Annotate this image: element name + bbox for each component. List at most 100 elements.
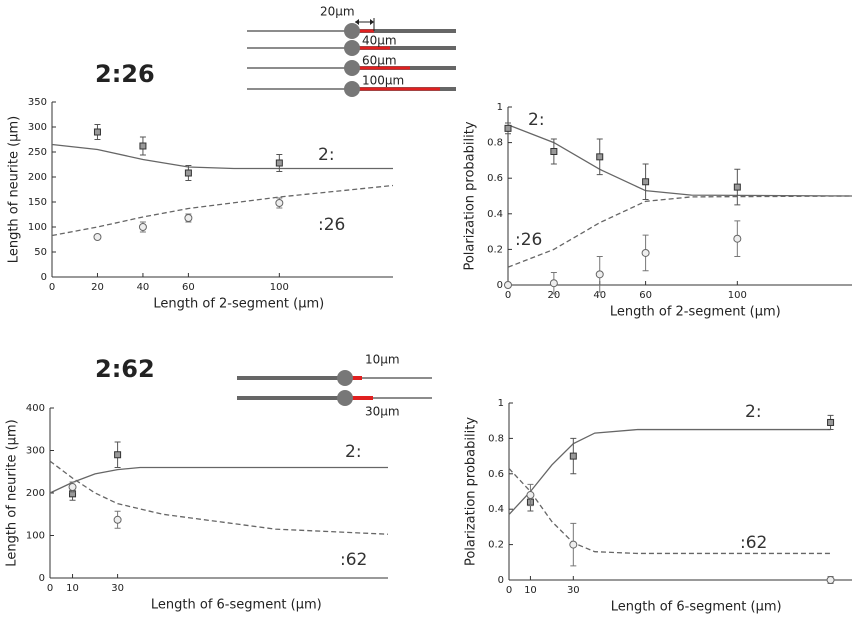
fit-curve: [51, 184, 394, 237]
y-tick-label: 400: [26, 403, 45, 414]
x-tick-label: 20: [547, 290, 560, 301]
data-point: [184, 214, 193, 222]
x-axis-label: Length of 6-segment (µm): [611, 600, 782, 615]
data-point: [275, 159, 283, 167]
data-point: [526, 491, 535, 500]
fit-curve: [508, 468, 831, 555]
y-tick-label: 0.4: [488, 504, 504, 515]
data-point: [549, 279, 558, 288]
data-point: [114, 451, 122, 459]
x-tick-label: 10: [66, 583, 79, 594]
y-tick-label: 100: [28, 222, 47, 233]
data-point: [569, 540, 578, 549]
x-tick-label: 60: [182, 282, 195, 293]
data-point: [184, 169, 192, 177]
data-point: [68, 483, 77, 492]
data-point: [550, 148, 558, 155]
y-axis-label: Polarization probability: [463, 121, 478, 270]
section-title: 2:62: [95, 355, 155, 383]
curve-label: :26: [318, 215, 345, 235]
y-tick-label: 0.6: [488, 469, 504, 480]
data-point: [93, 128, 101, 136]
x-tick-label: 0: [505, 290, 511, 301]
y-tick-label: 1: [497, 102, 503, 113]
fit-curve: [51, 143, 393, 170]
x-axis-label: Length of 6-segment (µm): [151, 598, 322, 613]
y-axis-label: Polarization probability: [464, 417, 479, 566]
diagram-bottom: [237, 370, 432, 406]
x-axis-label: Length of 2-segment (µm): [610, 305, 781, 320]
x-tick-label: 0: [49, 282, 55, 293]
data-point: [733, 183, 741, 191]
diagram-label: 60µm: [362, 54, 397, 68]
diagram-top: [247, 18, 456, 97]
y-tick-label: 300: [26, 446, 45, 457]
diagram-label: 40µm: [362, 34, 397, 48]
data-point: [641, 248, 650, 257]
curve-label: 2:: [745, 402, 762, 422]
y-tick-label: 0.4: [487, 209, 503, 220]
y-tick-label: 0.8: [488, 433, 504, 444]
y-axis-label: Length of neurite (µm): [7, 116, 22, 263]
data-point: [504, 281, 512, 289]
diagram-label: 20µm: [320, 5, 355, 19]
y-axis-label: Length of neurite (µm): [5, 419, 20, 566]
x-tick-label: 100: [270, 282, 289, 293]
y-tick-label: 0: [39, 573, 45, 584]
curve-label: 2:: [345, 442, 362, 462]
x-tick-label: 0: [506, 585, 512, 596]
x-tick-label: 20: [91, 282, 104, 293]
curve-label: 2:: [318, 145, 335, 165]
data-point: [113, 515, 122, 524]
y-tick-label: 250: [28, 147, 47, 158]
fit-curve: [49, 460, 389, 535]
data-point: [733, 234, 742, 243]
fit-curve: [507, 195, 853, 268]
x-tick-label: 10: [524, 585, 537, 596]
y-tick-label: 0: [41, 272, 47, 283]
fit-curve: [507, 124, 853, 197]
curve-label: :26: [515, 230, 542, 250]
y-tick-label: 300: [28, 122, 47, 133]
curve-label: :62: [740, 533, 767, 553]
x-axis-label: Length of 2-segment (µm): [153, 297, 324, 312]
data-point: [596, 153, 604, 161]
fit-curve: [49, 466, 388, 494]
data-point: [504, 124, 512, 132]
y-tick-label: 0: [497, 280, 503, 291]
data-point: [595, 270, 604, 279]
y-tick-label: 350: [28, 97, 47, 108]
x-tick-label: 30: [567, 585, 580, 596]
data-point: [569, 452, 577, 460]
x-tick-label: 0: [47, 583, 53, 594]
x-tick-label: 100: [728, 290, 747, 301]
y-tick-label: 150: [28, 197, 47, 208]
curve-label: :62: [340, 550, 367, 570]
data-point: [138, 223, 147, 231]
y-tick-label: 0.6: [487, 173, 503, 184]
diagram-label: 10µm: [365, 353, 400, 367]
data-point: [826, 576, 835, 584]
x-tick-label: 30: [111, 583, 124, 594]
y-tick-label: 100: [26, 531, 45, 542]
y-tick-label: 50: [34, 247, 47, 258]
data-point: [139, 142, 147, 150]
y-tick-label: 0.2: [487, 244, 503, 255]
data-point: [275, 199, 284, 207]
curve-label: 2:: [528, 110, 545, 130]
data-point: [827, 418, 835, 426]
y-tick-label: 0: [498, 575, 504, 586]
x-tick-label: 60: [639, 290, 652, 301]
y-tick-label: 1: [498, 398, 504, 409]
fit-curve: [508, 428, 831, 515]
x-tick-label: 40: [593, 290, 606, 301]
y-tick-label: 0.8: [487, 138, 503, 149]
diagram-label: 30µm: [365, 405, 400, 419]
x-tick-label: 40: [137, 282, 150, 293]
y-tick-label: 200: [26, 488, 45, 499]
y-tick-label: 200: [28, 172, 47, 183]
y-tick-label: 0.2: [488, 540, 504, 551]
diagram-label: 100µm: [362, 74, 404, 88]
section-title: 2:26: [95, 60, 155, 88]
